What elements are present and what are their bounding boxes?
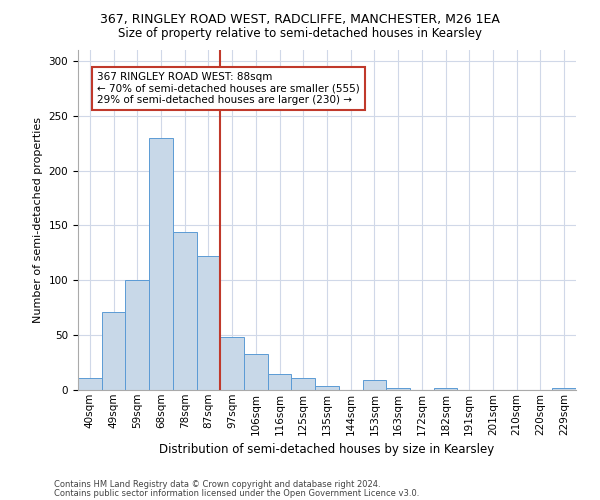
Text: Size of property relative to semi-detached houses in Kearsley: Size of property relative to semi-detach…	[118, 28, 482, 40]
Text: Contains public sector information licensed under the Open Government Licence v3: Contains public sector information licen…	[54, 489, 419, 498]
Bar	[268, 374, 292, 390]
Bar	[552, 388, 576, 390]
Bar	[315, 386, 339, 390]
Bar	[102, 312, 125, 390]
Bar	[125, 280, 149, 390]
Y-axis label: Number of semi-detached properties: Number of semi-detached properties	[33, 117, 43, 323]
Text: Contains HM Land Registry data © Crown copyright and database right 2024.: Contains HM Land Registry data © Crown c…	[54, 480, 380, 489]
Bar	[149, 138, 173, 390]
Bar	[362, 380, 386, 390]
Bar	[173, 232, 197, 390]
Bar	[78, 378, 102, 390]
Bar	[292, 378, 315, 390]
Bar	[220, 338, 244, 390]
Bar	[434, 388, 457, 390]
Bar	[386, 388, 410, 390]
Bar	[197, 256, 220, 390]
Bar	[244, 354, 268, 390]
Text: 367, RINGLEY ROAD WEST, RADCLIFFE, MANCHESTER, M26 1EA: 367, RINGLEY ROAD WEST, RADCLIFFE, MANCH…	[100, 12, 500, 26]
X-axis label: Distribution of semi-detached houses by size in Kearsley: Distribution of semi-detached houses by …	[160, 443, 494, 456]
Text: 367 RINGLEY ROAD WEST: 88sqm
← 70% of semi-detached houses are smaller (555)
29%: 367 RINGLEY ROAD WEST: 88sqm ← 70% of se…	[97, 72, 360, 105]
